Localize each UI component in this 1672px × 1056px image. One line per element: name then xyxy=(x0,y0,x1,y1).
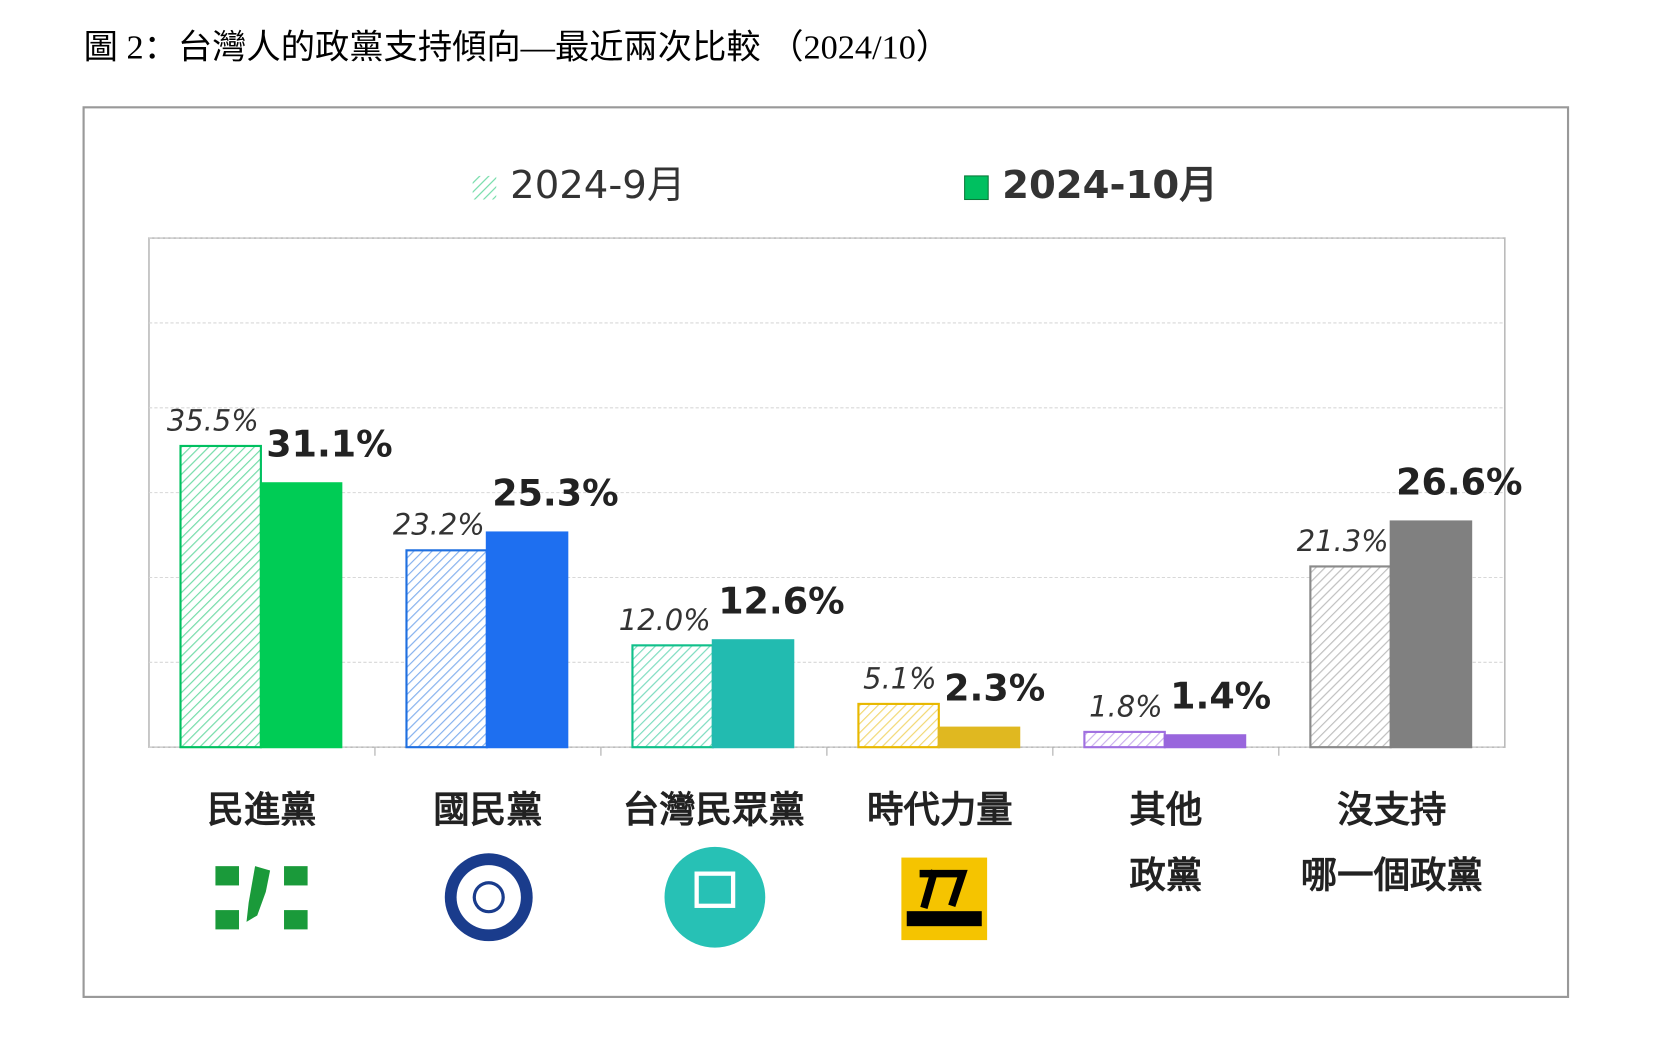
bar xyxy=(405,549,488,749)
bar xyxy=(485,531,569,749)
value-label: 1.4% xyxy=(1170,674,1271,717)
value-label: 12.6% xyxy=(718,579,844,622)
x-tick-label: 其他 政黨 xyxy=(1129,788,1203,898)
value-label: 21.3% xyxy=(1297,524,1389,558)
legend-label: 2024-9月 xyxy=(510,163,685,208)
bar xyxy=(1389,520,1473,749)
value-label: 5.1% xyxy=(863,661,936,695)
bar xyxy=(937,726,1021,749)
dpp-logo xyxy=(215,866,308,930)
x-tick-label-box: 國民黨 xyxy=(433,788,543,832)
legend-swatch xyxy=(964,175,989,201)
bar xyxy=(1309,565,1392,749)
bar xyxy=(857,702,940,749)
bar xyxy=(179,444,262,749)
x-tick-label-box: 沒支持 哪一個政黨 xyxy=(1300,788,1483,898)
x-tick-label: 沒支持 哪一個政黨 xyxy=(1300,788,1483,898)
value-label: 23.2% xyxy=(393,508,485,542)
bar xyxy=(1083,730,1166,749)
tpp-logo xyxy=(664,846,766,948)
legend-swatch xyxy=(472,175,497,200)
bar xyxy=(631,644,714,749)
value-label: 31.1% xyxy=(266,422,392,465)
value-label: 25.3% xyxy=(492,471,618,514)
npp-logo xyxy=(901,857,988,941)
chart-title: 圖 2：台灣人的政黨支持傾向—最近兩次比較 （2024/10） xyxy=(84,28,951,66)
x-tick-label-box: 其他 政黨 xyxy=(1129,788,1203,898)
x-tick-label-box: 台灣民眾黨 xyxy=(622,788,805,832)
value-label: 1.8% xyxy=(1089,689,1162,723)
kmt-logo xyxy=(444,853,533,942)
x-tick-label: 時代力量 xyxy=(866,788,1013,832)
x-tick-label: 民進黨 xyxy=(207,788,317,832)
x-tick-label-box: 時代力量 xyxy=(866,788,1013,832)
value-label: 12.0% xyxy=(619,603,711,637)
legend-label: 2024-10月 xyxy=(1002,163,1218,208)
x-tick-label: 台灣民眾黨 xyxy=(622,788,805,832)
value-label: 2.3% xyxy=(944,667,1045,710)
x-tick-label: 國民黨 xyxy=(433,788,543,832)
bar xyxy=(711,639,795,749)
x-tick-label-box: 民進黨 xyxy=(207,788,317,832)
value-label: 26.6% xyxy=(1396,460,1522,503)
bar xyxy=(259,482,343,749)
value-label: 35.5% xyxy=(167,403,259,437)
bar xyxy=(1163,734,1247,749)
